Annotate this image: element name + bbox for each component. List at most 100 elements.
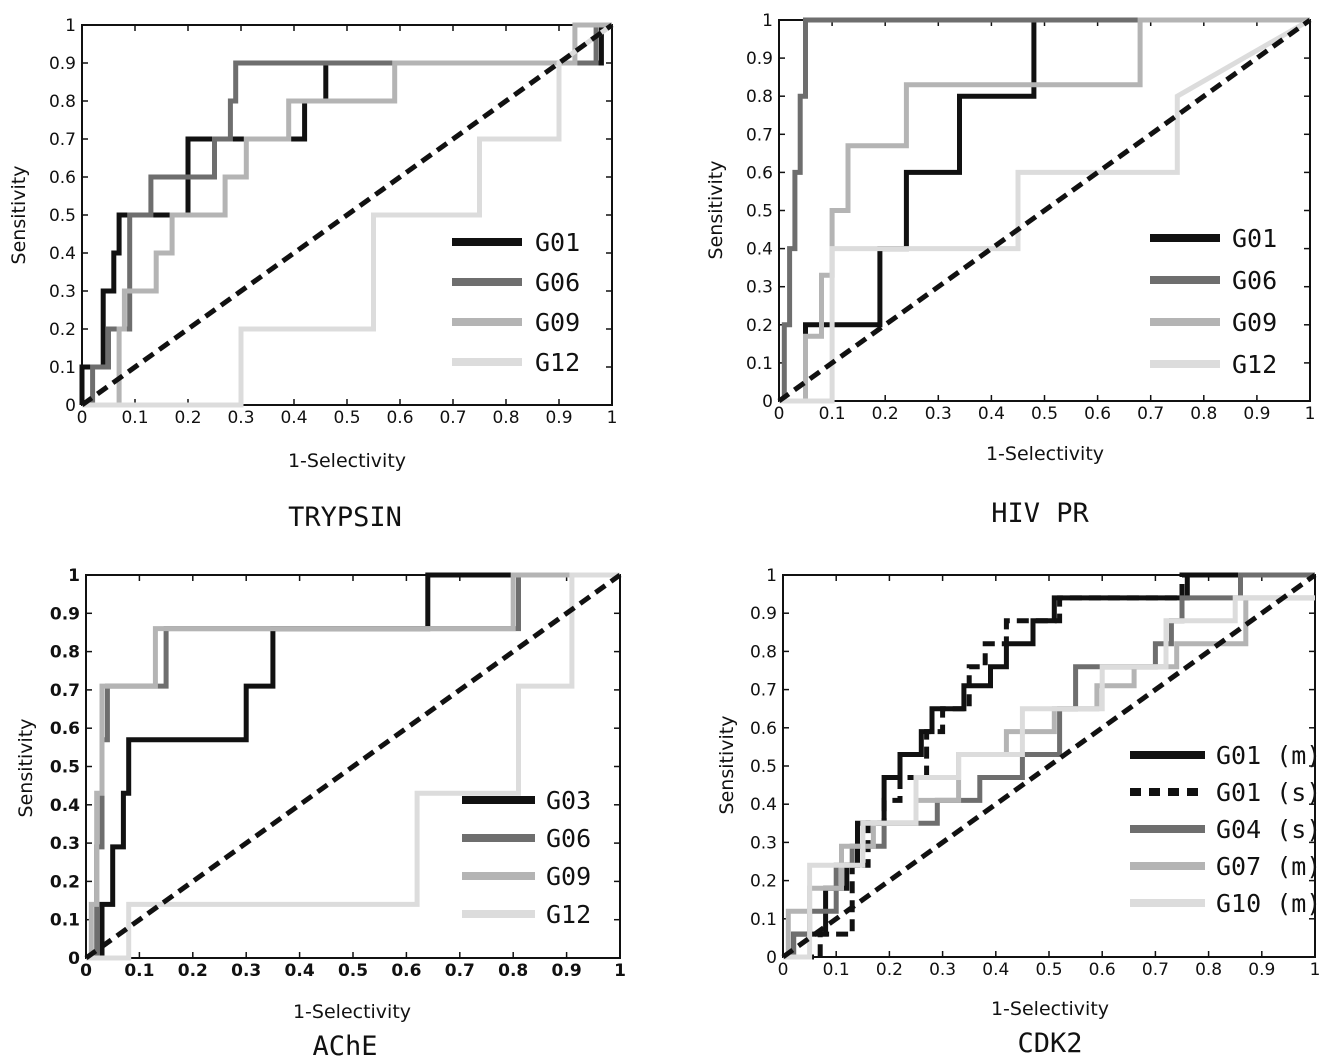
y-tick-label: 0.8: [746, 87, 773, 107]
y-tick-label: 0: [762, 392, 773, 412]
y-tick-label: 0.1: [49, 358, 76, 378]
y-tick-label: 0.3: [50, 834, 80, 854]
x-tick-label: 0.2: [174, 408, 201, 428]
legend-label: G01 (m): [1216, 741, 1321, 770]
x-tick-label: 0.9: [1248, 960, 1275, 980]
panel-caption: TRYPSIN: [288, 502, 402, 533]
y-tick-label: 0: [766, 948, 777, 968]
x-tick-label: 0: [778, 960, 789, 980]
y-tick-label: 0.7: [750, 681, 777, 701]
x-tick-label: 0.3: [929, 960, 956, 980]
series-line-g09: [779, 17, 1310, 404]
legend-label: G09: [535, 308, 580, 337]
panel-caption: HIV PR: [991, 498, 1089, 529]
y-tick-label: 0.9: [750, 604, 777, 624]
x-tick-label: 0.1: [823, 960, 850, 980]
legend-label: G04 (s): [1216, 815, 1321, 844]
y-tick-label: 0.3: [49, 282, 76, 302]
y-tick-label: 0.1: [50, 911, 80, 931]
x-tick-label: 0.5: [1031, 404, 1058, 424]
x-tick-label: 0.9: [1243, 404, 1270, 424]
series-line-g12: [86, 572, 620, 961]
y-tick-label: 0.1: [750, 910, 777, 930]
x-tick-label: 0.4: [280, 408, 307, 428]
legend-label: G09: [1232, 308, 1277, 337]
y-tick-label: 0.7: [49, 130, 76, 150]
panel-trypsin: Sensitivity 1-Selectivity TRYPSIN 0 0.1 0.…: [8, 16, 617, 533]
series-line-g01-s: [783, 572, 1315, 960]
y-tick-label: 0: [68, 949, 80, 969]
y-tick-label: 0.7: [746, 125, 773, 145]
panel-caption: AChE: [312, 1031, 377, 1060]
legend-label: G07 (m): [1216, 852, 1321, 881]
y-tick-label: 0.4: [50, 796, 80, 816]
y-tick-label: 0.5: [49, 206, 76, 226]
x-tick-label: 1: [1305, 404, 1316, 424]
x-tick-label: 0.4: [285, 961, 315, 981]
y-tick-label: 0.2: [49, 320, 76, 340]
x-tick-label: 0.5: [338, 961, 368, 981]
y-axis-title: Sensitivity: [716, 716, 738, 815]
x-tick-label: 0.7: [439, 408, 466, 428]
x-tick-label: 0.9: [545, 408, 572, 428]
x-tick-label: 0.8: [492, 408, 519, 428]
x-tick-label: 1: [607, 408, 618, 428]
x-tick-label: 0.6: [391, 961, 421, 981]
y-axis-title: Sensitivity: [8, 166, 30, 265]
y-tick-label: 0.7: [50, 681, 80, 701]
x-tick-label: 0.7: [1142, 960, 1169, 980]
legend-label: G12: [535, 348, 580, 377]
y-tick-label: 0.6: [50, 719, 80, 739]
x-tick-label: 0.9: [552, 961, 582, 981]
x-tick-label: 0.7: [1137, 404, 1164, 424]
x-axis-title: 1-Selectivity: [288, 450, 406, 472]
y-tick-label: 0.8: [49, 92, 76, 112]
diagonal-reference-line: [84, 572, 622, 961]
x-tick-label: 1: [614, 961, 626, 981]
panel-ache: Sensitivity 1-Selectivity AChE 0 0.1 0.2 0.…: [15, 566, 626, 1060]
x-tick-label: 0.2: [872, 404, 899, 424]
y-tick-label: 0.9: [49, 54, 76, 74]
x-tick-label: 0: [80, 961, 92, 981]
y-tick-label: 0.6: [49, 168, 76, 188]
series-line-g01-m: [783, 572, 1315, 960]
y-tick-label: 0.4: [49, 244, 76, 264]
x-tick-label: 0.4: [982, 960, 1009, 980]
legend-label: G06: [535, 268, 580, 297]
y-tick-label: 1: [65, 16, 76, 36]
legend-label: G03: [546, 786, 591, 815]
y-tick-label: 0.2: [746, 316, 773, 336]
y-tick-label: 0.3: [746, 278, 773, 298]
legend-label: G12: [1232, 350, 1277, 379]
x-tick-label: 0.3: [227, 408, 254, 428]
legend-label: G01 (s): [1216, 778, 1321, 807]
series-line-g06: [82, 22, 612, 408]
legend-label: G10 (m): [1216, 889, 1321, 918]
x-axis-title: 1-Selectivity: [293, 1001, 411, 1023]
y-tick-label: 0.5: [746, 202, 773, 222]
x-axis-title: 1-Selectivity: [986, 443, 1104, 465]
x-tick-label: 0.8: [498, 961, 528, 981]
y-tick-label: 0.2: [750, 872, 777, 892]
y-tick-label: 0.3: [750, 833, 777, 853]
y-tick-label: 0.5: [750, 757, 777, 777]
y-tick-label: 0.8: [750, 642, 777, 662]
series-line-g10-m: [783, 595, 1315, 960]
x-tick-label: 0.5: [333, 408, 360, 428]
legend-label: G01: [535, 228, 580, 257]
y-tick-label: 0.4: [750, 795, 777, 815]
diagonal-reference-line: [777, 17, 1312, 404]
y-tick-label: 1: [766, 566, 777, 586]
y-tick-label: 0: [65, 396, 76, 416]
panel-hiv-pr: Sensitivity 1-Selectivity HIV PR 0 0.1 0.2…: [705, 11, 1315, 529]
y-axis-title: Sensitivity: [15, 719, 37, 818]
x-tick-label: 0.5: [1035, 960, 1062, 980]
legend-label: G06: [1232, 266, 1277, 295]
x-tick-label: 1: [1310, 960, 1321, 980]
legend-label: G01: [1232, 224, 1277, 253]
x-tick-label: 0.2: [178, 961, 208, 981]
y-tick-label: 1: [762, 11, 773, 31]
x-tick-label: 0.4: [978, 404, 1005, 424]
